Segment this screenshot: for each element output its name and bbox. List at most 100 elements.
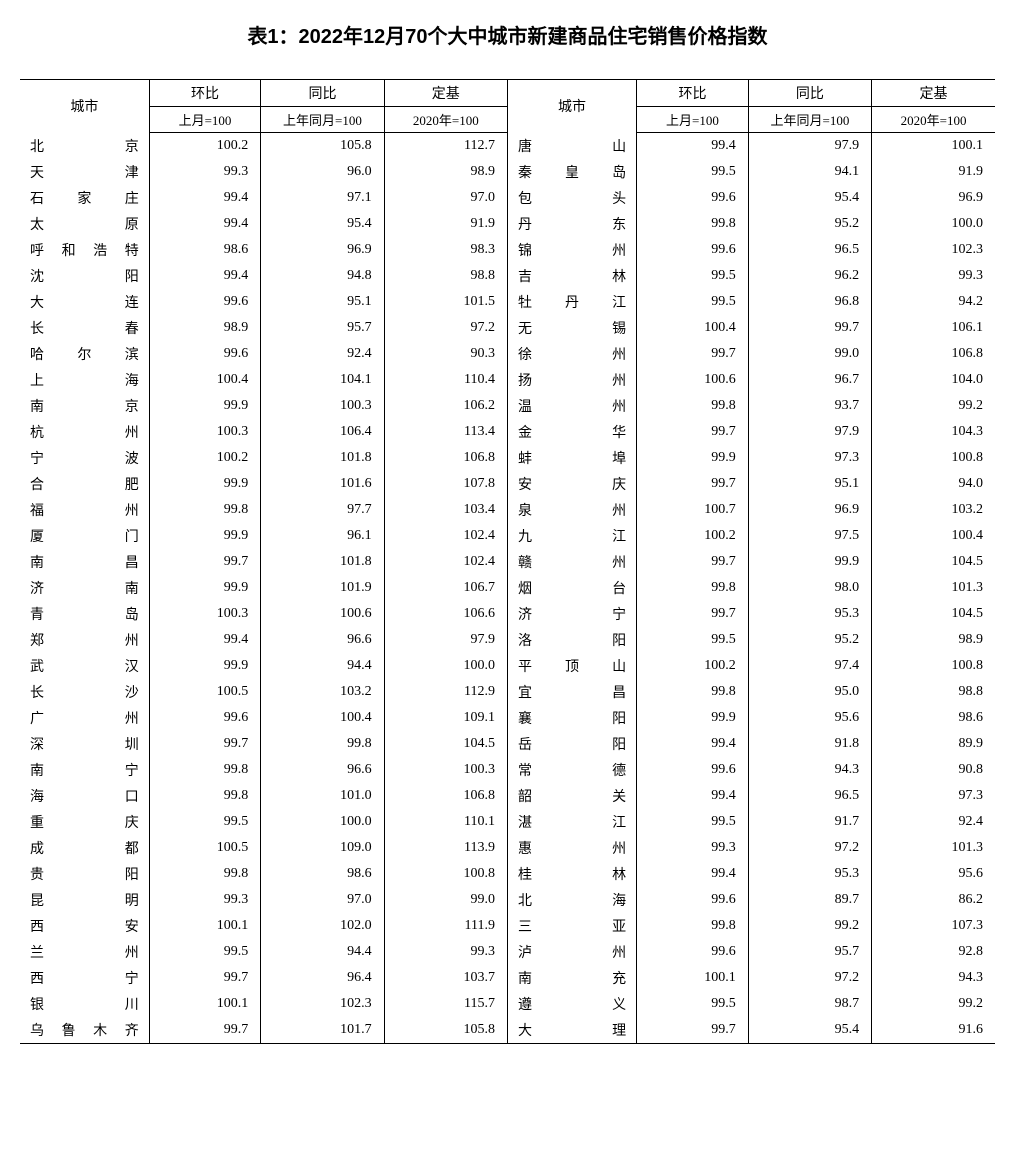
- base-value: 104.5: [872, 549, 995, 575]
- mom-value: 99.4: [637, 861, 749, 887]
- base-value: 98.8: [384, 263, 507, 289]
- city-name: 贵阳: [20, 861, 149, 887]
- mom-value: 99.4: [149, 263, 261, 289]
- city-name: 大连: [20, 289, 149, 315]
- city-name: 沈阳: [20, 263, 149, 289]
- base-value: 100.8: [384, 861, 507, 887]
- city-name: 蚌埠: [507, 445, 636, 471]
- yoy-value: 101.0: [261, 783, 384, 809]
- yoy-value: 99.2: [748, 913, 871, 939]
- sub-yoy: 上年同月=100: [261, 107, 384, 133]
- base-value: 100.8: [872, 445, 995, 471]
- mom-value: 100.5: [149, 835, 261, 861]
- table-row: 乌鲁木齐99.7101.7105.8大理99.795.491.6: [20, 1017, 995, 1044]
- mom-value: 99.9: [149, 393, 261, 419]
- table-row: 南昌99.7101.8102.4赣州99.799.9104.5: [20, 549, 995, 575]
- yoy-value: 97.5: [748, 523, 871, 549]
- table-row: 厦门99.996.1102.4九江100.297.5100.4: [20, 523, 995, 549]
- mom-value: 98.9: [149, 315, 261, 341]
- mom-value: 100.4: [149, 367, 261, 393]
- city-name: 哈尔滨: [20, 341, 149, 367]
- mom-value: 100.2: [149, 445, 261, 471]
- yoy-value: 96.2: [748, 263, 871, 289]
- yoy-value: 99.7: [748, 315, 871, 341]
- mom-value: 99.4: [149, 185, 261, 211]
- city-name: 三亚: [507, 913, 636, 939]
- col-city-right: 城市: [507, 80, 636, 133]
- yoy-value: 96.6: [261, 757, 384, 783]
- table-row: 成都100.5109.0113.9惠州99.397.2101.3: [20, 835, 995, 861]
- base-value: 104.3: [872, 419, 995, 445]
- city-name: 杭州: [20, 419, 149, 445]
- sub-mom: 上月=100: [149, 107, 261, 133]
- yoy-value: 96.1: [261, 523, 384, 549]
- table-row: 北京100.2105.8112.7唐山99.497.9100.1: [20, 133, 995, 159]
- base-value: 106.7: [384, 575, 507, 601]
- base-value: 92.8: [872, 939, 995, 965]
- table-row: 西宁99.796.4103.7南充100.197.294.3: [20, 965, 995, 991]
- mom-value: 99.6: [637, 237, 749, 263]
- table-row: 呼和浩特98.696.998.3锦州99.696.5102.3: [20, 237, 995, 263]
- city-name: 惠州: [507, 835, 636, 861]
- yoy-value: 101.9: [261, 575, 384, 601]
- table-row: 沈阳99.494.898.8吉林99.596.299.3: [20, 263, 995, 289]
- city-name: 南充: [507, 965, 636, 991]
- yoy-value: 97.0: [261, 887, 384, 913]
- yoy-value: 97.2: [748, 835, 871, 861]
- base-value: 95.6: [872, 861, 995, 887]
- mom-value: 99.6: [637, 185, 749, 211]
- mom-value: 100.2: [637, 653, 749, 679]
- yoy-value: 100.3: [261, 393, 384, 419]
- city-name: 无锡: [507, 315, 636, 341]
- table-row: 郑州99.496.697.9洛阳99.595.298.9: [20, 627, 995, 653]
- base-value: 99.3: [872, 263, 995, 289]
- table-row: 哈尔滨99.692.490.3徐州99.799.0106.8: [20, 341, 995, 367]
- yoy-value: 104.1: [261, 367, 384, 393]
- city-name: 唐山: [507, 133, 636, 159]
- mom-value: 99.8: [637, 575, 749, 601]
- yoy-value: 102.0: [261, 913, 384, 939]
- base-value: 97.3: [872, 783, 995, 809]
- base-value: 104.5: [384, 731, 507, 757]
- mom-value: 99.8: [637, 679, 749, 705]
- yoy-value: 97.9: [748, 133, 871, 159]
- price-index-table: 城市 环比 同比 定基 城市 环比 同比 定基 上月=100 上年同月=100 …: [20, 79, 995, 1044]
- base-value: 106.8: [872, 341, 995, 367]
- base-value: 94.2: [872, 289, 995, 315]
- mom-value: 100.1: [149, 991, 261, 1017]
- base-value: 91.6: [872, 1017, 995, 1044]
- city-name: 乌鲁木齐: [20, 1017, 149, 1044]
- mom-value: 99.7: [637, 1017, 749, 1044]
- city-name: 青岛: [20, 601, 149, 627]
- mom-value: 100.2: [149, 133, 261, 159]
- base-value: 100.3: [384, 757, 507, 783]
- base-value: 98.8: [872, 679, 995, 705]
- yoy-value: 106.4: [261, 419, 384, 445]
- table-row: 银川100.1102.3115.7遵义99.598.799.2: [20, 991, 995, 1017]
- yoy-value: 95.3: [748, 601, 871, 627]
- base-value: 91.9: [872, 159, 995, 185]
- city-name: 遵义: [507, 991, 636, 1017]
- table-row: 重庆99.5100.0110.1湛江99.591.792.4: [20, 809, 995, 835]
- base-value: 97.9: [384, 627, 507, 653]
- mom-value: 99.6: [149, 705, 261, 731]
- yoy-value: 98.6: [261, 861, 384, 887]
- city-name: 郑州: [20, 627, 149, 653]
- mom-value: 99.4: [637, 783, 749, 809]
- base-value: 106.8: [384, 783, 507, 809]
- base-value: 103.2: [872, 497, 995, 523]
- yoy-value: 101.8: [261, 549, 384, 575]
- city-name: 兰州: [20, 939, 149, 965]
- table-row: 合肥99.9101.6107.8安庆99.795.194.0: [20, 471, 995, 497]
- yoy-value: 109.0: [261, 835, 384, 861]
- mom-value: 99.7: [637, 419, 749, 445]
- yoy-value: 97.7: [261, 497, 384, 523]
- city-name: 包头: [507, 185, 636, 211]
- city-name: 洛阳: [507, 627, 636, 653]
- city-name: 扬州: [507, 367, 636, 393]
- yoy-value: 93.7: [748, 393, 871, 419]
- yoy-value: 102.3: [261, 991, 384, 1017]
- base-value: 98.6: [872, 705, 995, 731]
- base-value: 100.1: [872, 133, 995, 159]
- col-yoy: 同比: [261, 80, 384, 107]
